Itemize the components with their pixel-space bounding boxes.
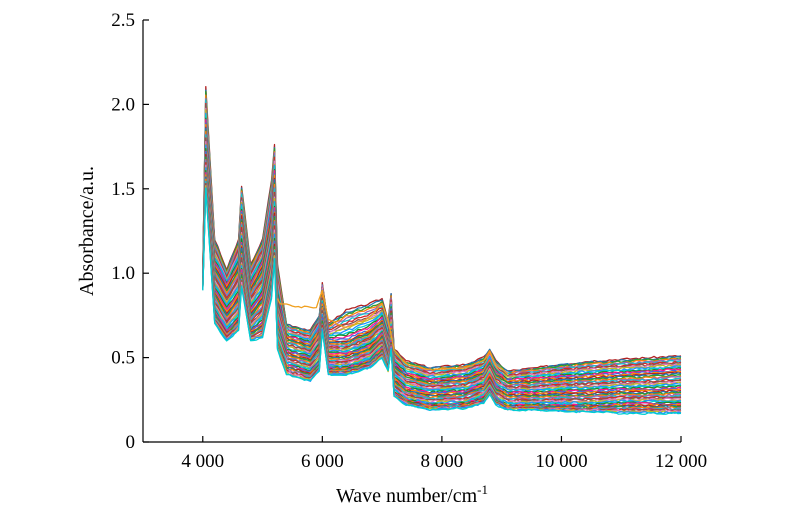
y-tick-label: 2.5 [111,10,135,31]
y-tick-label: 0 [126,432,136,453]
x-tick-label: 4 000 [181,451,224,472]
y-tick-label: 0.5 [111,348,135,369]
x-tick-label: 10 000 [535,451,587,472]
y-axis-ticks: 0 0.5 1.0 1.5 2.0 2.5 [111,10,149,453]
x-tick-label: 12 000 [655,451,707,472]
spectrum-line [202,187,682,415]
y-tick-label: 1.0 [111,263,135,284]
outlier-spectrum-line [276,289,509,375]
plot-area [202,85,682,415]
x-axis-ticks: 4 000 6 000 8 000 10 000 12 000 [181,436,707,472]
x-axis-title-superscript: -1 [477,482,488,497]
x-axis-title: Wave number/cm-1 [336,482,488,507]
y-tick-label: 2.0 [111,94,135,115]
x-tick-label: 6 000 [301,451,344,472]
y-tick-label: 1.5 [111,179,135,200]
x-axis-title-text: Wave number/cm [336,485,478,507]
y-axis-title: Absorbance/a.u. [76,166,98,296]
x-tick-label: 8 000 [421,451,464,472]
